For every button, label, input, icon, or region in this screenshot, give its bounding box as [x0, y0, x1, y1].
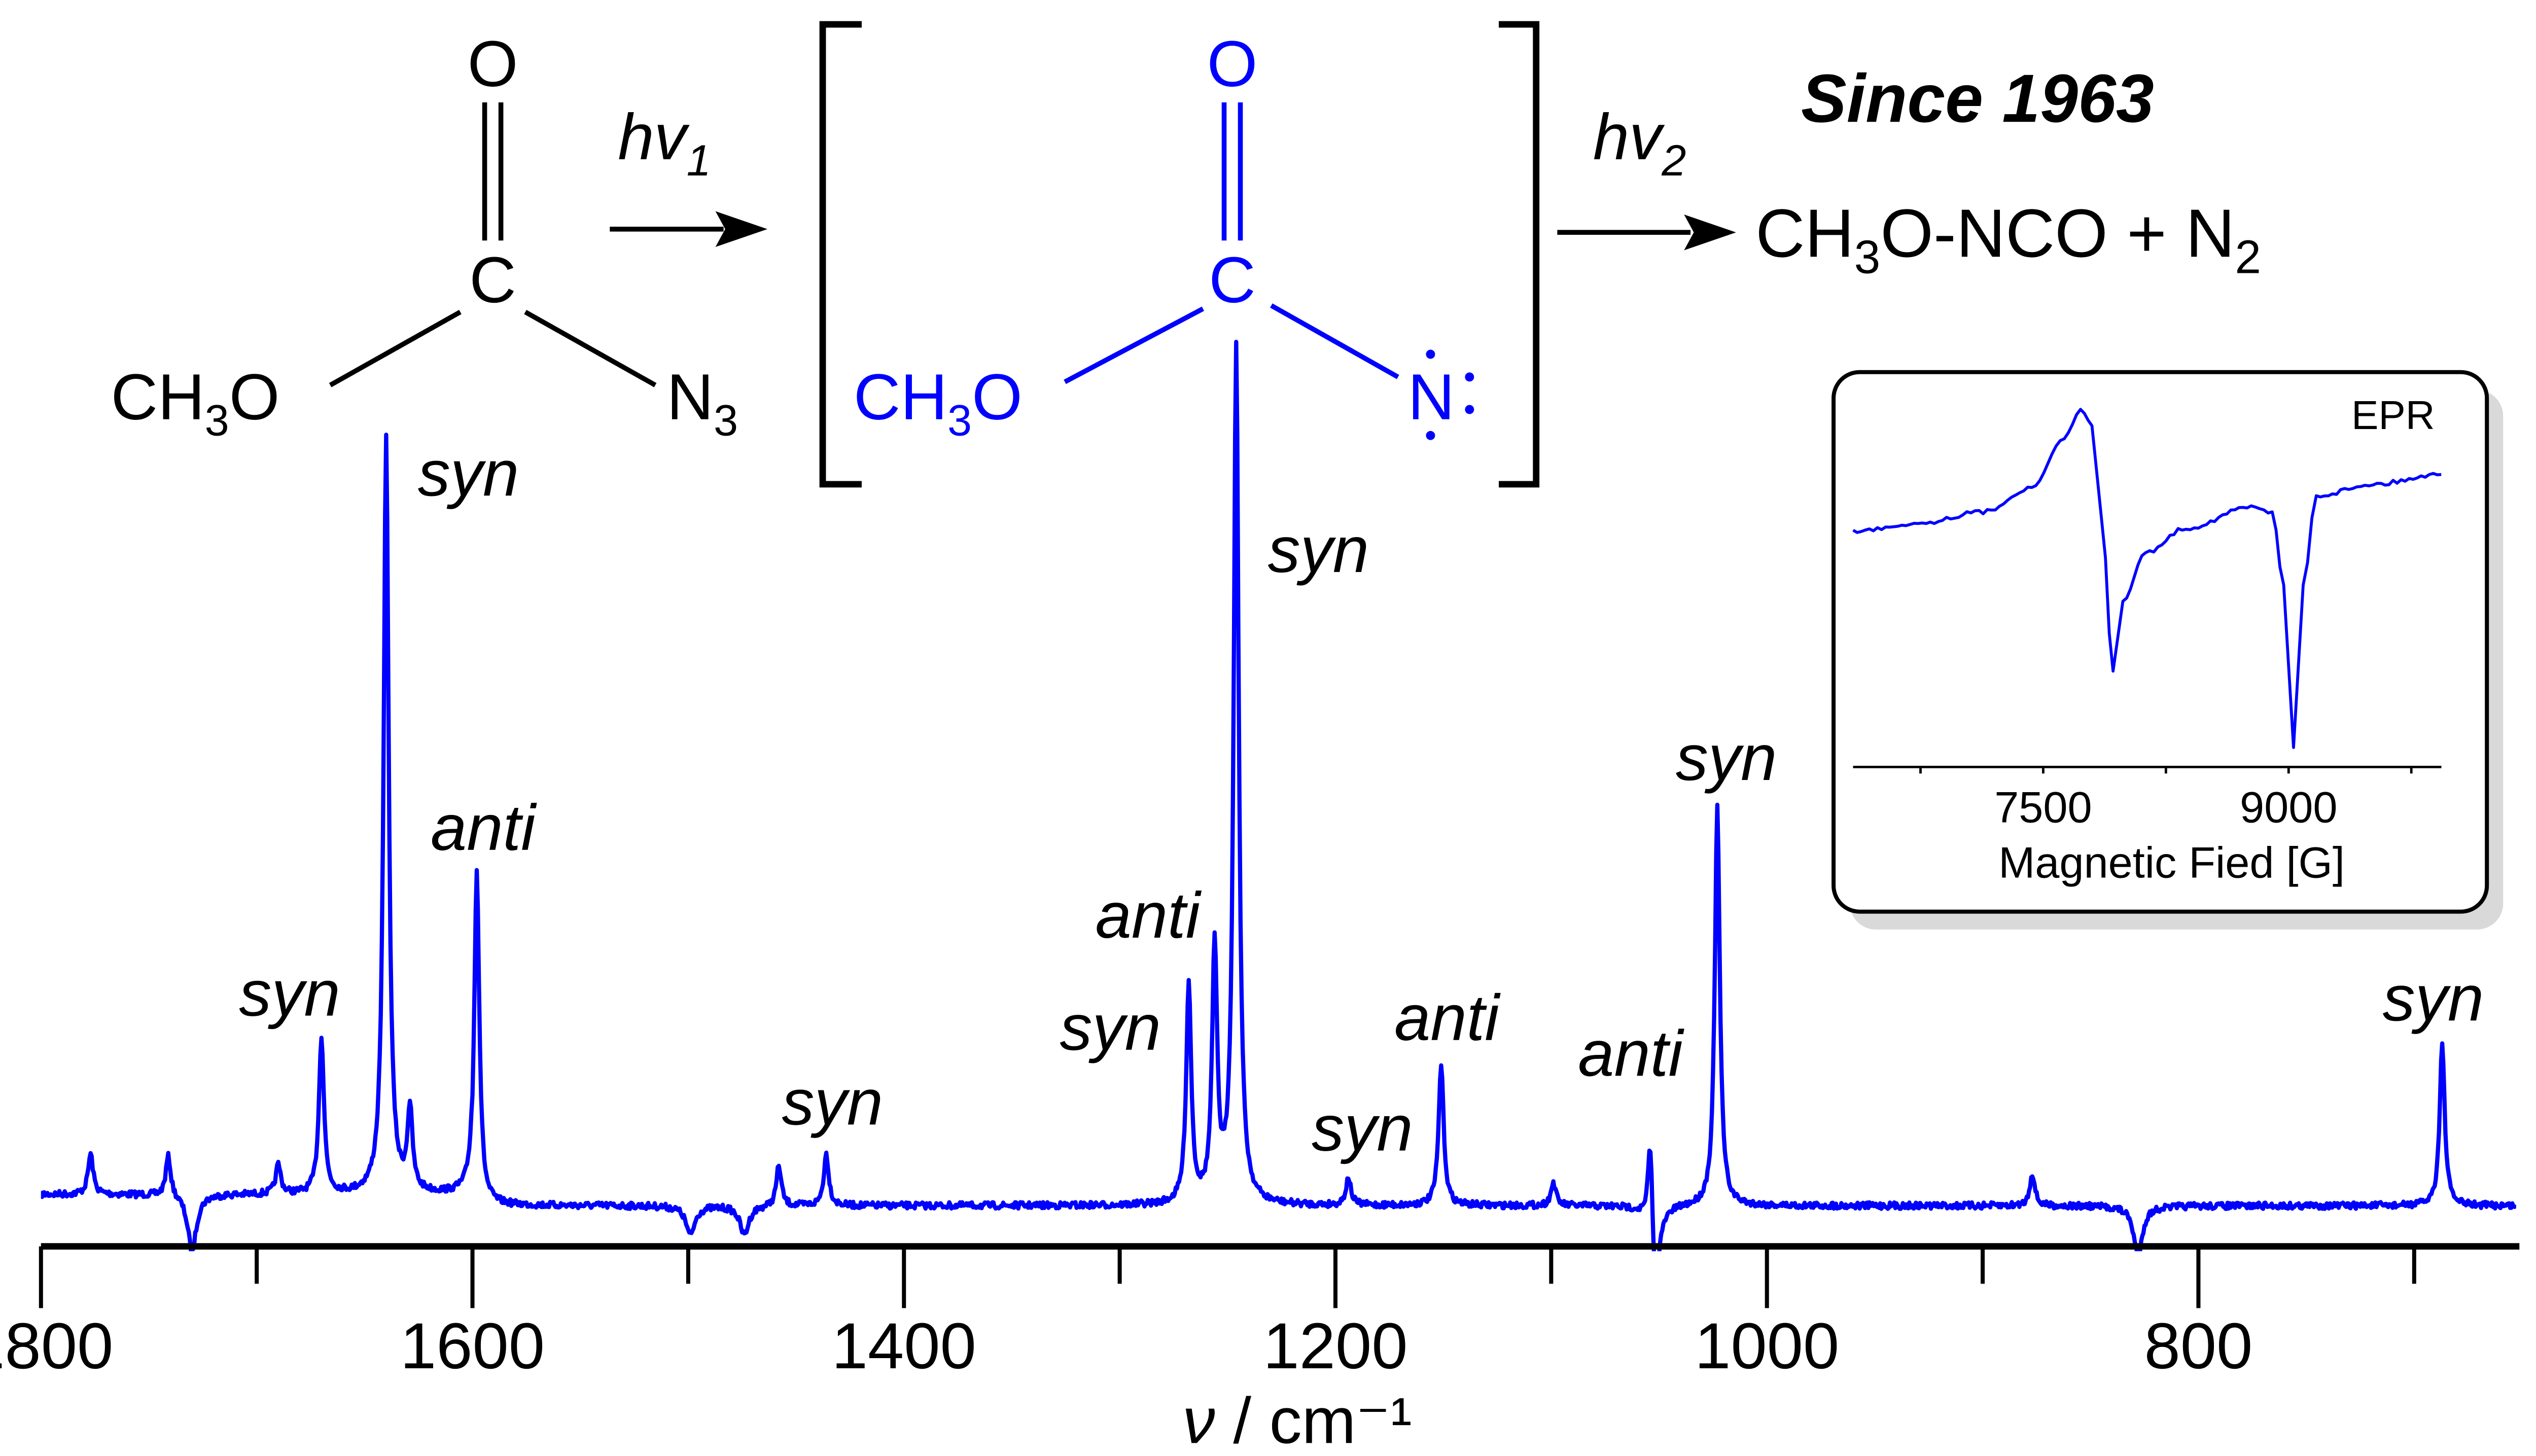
x-axis-ticks: 1800 1600 1400 1200 1000 800 — [0, 1246, 2416, 1382]
x-tick-label: 800 — [2144, 1310, 2253, 1382]
epr-inset: EPR 7500 9000 Magnetic Fied [G] — [1831, 370, 2504, 930]
intermediate-bond-n — [1270, 303, 1399, 379]
arrow-1-label: hv1 — [618, 101, 711, 185]
arrow-1-head — [715, 211, 768, 247]
epr-title: EPR — [2351, 392, 2435, 438]
epr-x-axis-ticks: 7500 9000 — [1919, 767, 2413, 832]
reactant-structure: O C CH3O N3 — [111, 28, 738, 445]
x-tick-label: 1000 — [1695, 1310, 1839, 1382]
reactant-n3: N3 — [666, 361, 738, 445]
peak-label-syn: syn — [1268, 514, 1369, 586]
nitrene-electron — [1426, 431, 1435, 440]
intermediate-bond-o — [1064, 306, 1205, 384]
peak-label-syn: syn — [782, 1066, 883, 1139]
x-axis-label: ν / cm⁻¹ — [1183, 1384, 1412, 1456]
peak-label-anti: anti — [1394, 982, 1501, 1054]
reactant-bond-o — [329, 310, 462, 387]
intermediate-n: N — [1408, 361, 1455, 434]
peak-label-anti: anti — [1578, 1017, 1684, 1090]
peak-label-syn: syn — [1312, 1092, 1413, 1165]
reactant-o: O — [468, 28, 518, 100]
epr-inset-frame — [1831, 370, 2489, 914]
peak-label-anti: anti — [1096, 879, 1202, 952]
reactant-bond-n — [524, 310, 657, 387]
epr-spectrum-line — [1852, 408, 2442, 749]
bracket-left — [819, 21, 862, 488]
nitrene-lone-pair — [1465, 405, 1474, 414]
peak-label-anti: anti — [431, 792, 537, 864]
nitrene-lone-pair — [1465, 372, 1474, 382]
reactant-c: C — [469, 244, 516, 316]
intermediate-ch3o: CH3O — [854, 361, 1023, 445]
product: CH3O-NCO + N2 — [1755, 195, 2261, 283]
reactant-ch3o: CH3O — [111, 361, 280, 445]
since-label: Since 1963 — [1801, 60, 2154, 136]
x-tick-label: 1800 — [0, 1310, 113, 1382]
intermediate-c: C — [1209, 244, 1256, 316]
nitrene-electron — [1426, 349, 1435, 359]
epr-x-tick-label: 7500 — [1994, 783, 2092, 832]
peak-label-syn: syn — [2383, 962, 2484, 1035]
arrow-2-label: hv2 — [1593, 101, 1686, 185]
ir-chart: 18001600140012001000800 synsynantisynsyn… — [0, 339, 2520, 1456]
intermediate-o: O — [1207, 28, 1258, 100]
epr-x-axis-label: Magnetic Fied [G] — [1998, 838, 2345, 887]
bracket-right — [1499, 21, 1540, 488]
ir-spectrum-line — [41, 339, 2516, 1252]
peak-label-syn: syn — [418, 437, 519, 510]
arrow-1: hv1 — [610, 101, 768, 247]
arrow-2-head — [1684, 214, 1736, 251]
peak-label-syn: syn — [1676, 722, 1777, 794]
peak-label-syn: syn — [1060, 991, 1160, 1064]
x-tick-label: 1200 — [1263, 1310, 1407, 1382]
x-tick-label: 1400 — [832, 1310, 976, 1382]
peak-labels: syn syn anti syn syn anti syn syn anti anti syn syn — [239, 437, 2484, 1164]
peak-label-syn: syn — [239, 957, 340, 1030]
arrow-2: hv2 — [1557, 101, 1736, 251]
x-tick-label: 1600 — [400, 1310, 545, 1382]
epr-x-tick-label: 9000 — [2240, 783, 2337, 832]
intermediate-structure: O C CH3O N — [854, 28, 1474, 445]
